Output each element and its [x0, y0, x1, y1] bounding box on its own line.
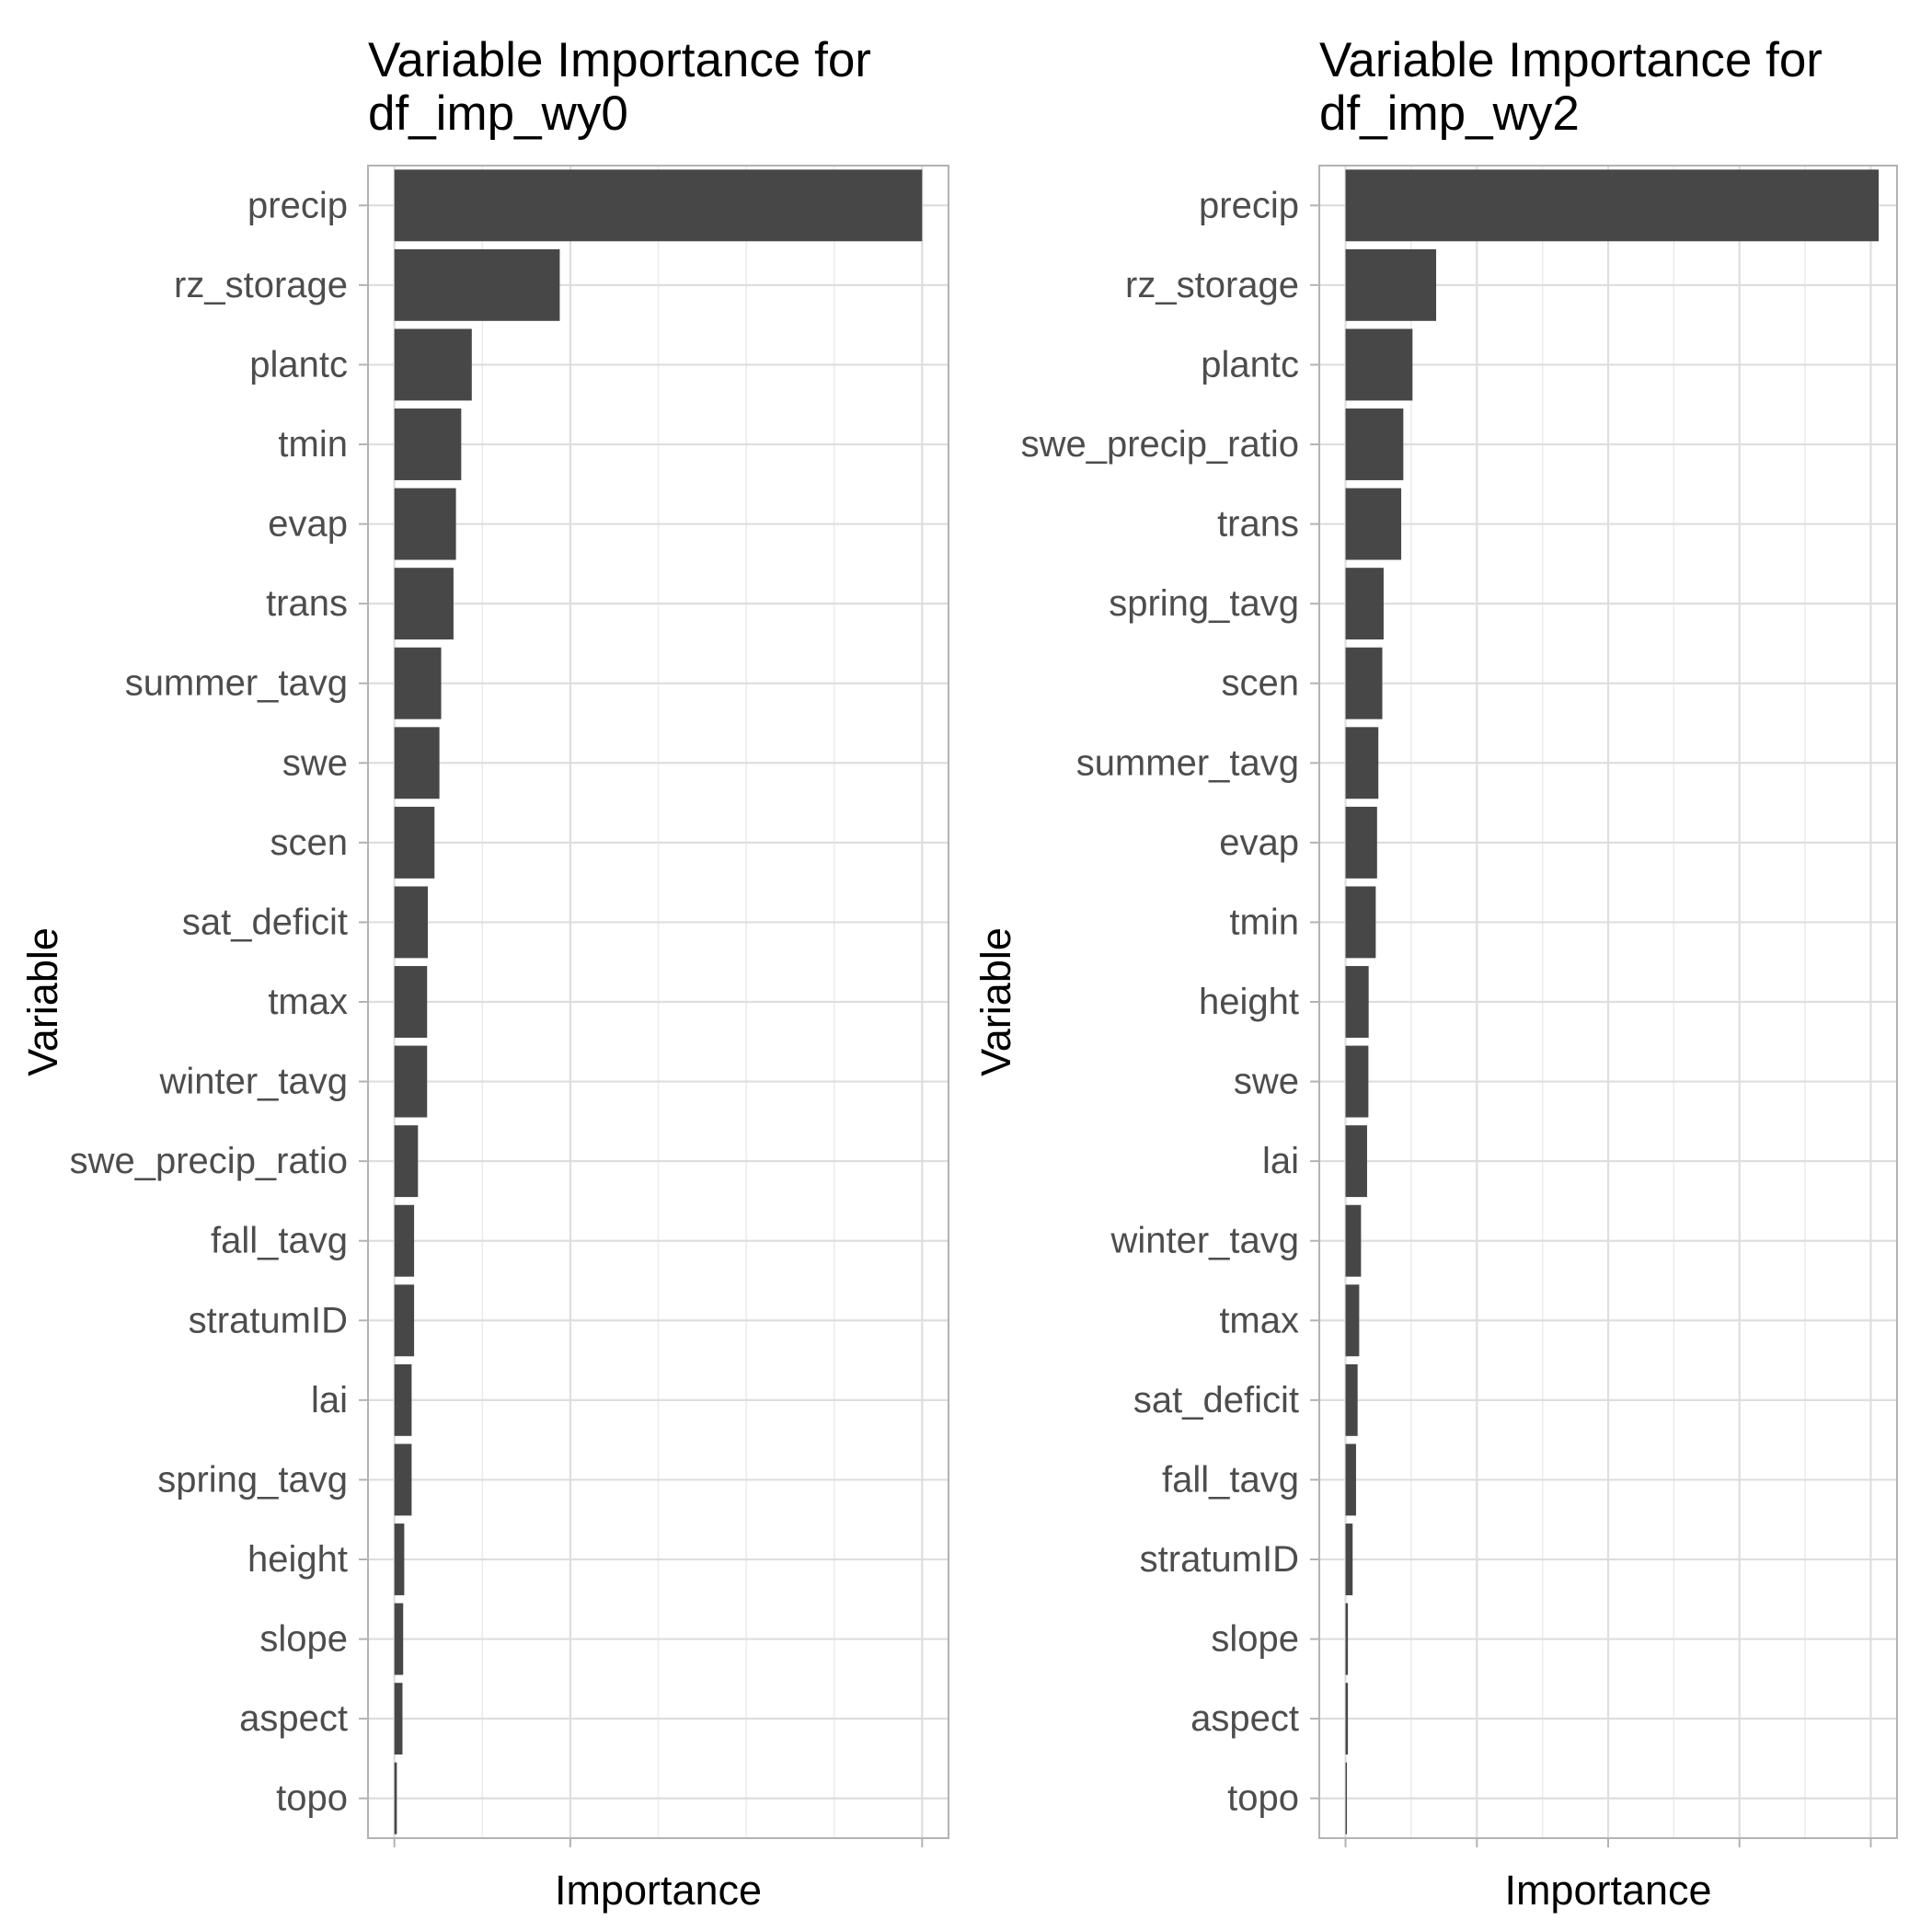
y-tick-label: rz_storage: [1125, 265, 1299, 305]
y-tick-label: winter_tavg: [158, 1062, 348, 1102]
bar-trans: [1345, 488, 1402, 560]
y-tick-label: trans: [266, 583, 348, 624]
y-tick-label: spring_tavg: [157, 1459, 348, 1500]
bar-swe: [1345, 1045, 1369, 1118]
y-tick-label: winter_tavg: [1110, 1221, 1299, 1261]
bar-lai: [1345, 1125, 1367, 1198]
y-tick-label: precip: [1199, 185, 1299, 225]
bar-aspect: [394, 1683, 403, 1755]
y-axis-title: Variable: [19, 927, 66, 1076]
y-tick-label: topo: [1227, 1778, 1299, 1819]
bar-evap: [394, 488, 456, 560]
y-tick-label: swe: [282, 742, 348, 783]
y-tick-label: summer_tavg: [125, 663, 348, 704]
y-tick-label: scen: [1222, 663, 1300, 704]
y-tick-label: tmax: [268, 982, 348, 1022]
bar-lai: [394, 1363, 412, 1436]
y-tick-label: fall_tavg: [1162, 1459, 1299, 1500]
bar-tmin: [394, 408, 462, 480]
y-tick-label: sat_deficit: [182, 902, 348, 942]
bar-summer_tavg: [394, 647, 442, 719]
bar-plantc: [1345, 328, 1413, 401]
bar-swe_precip_ratio: [394, 1125, 419, 1198]
bar-stratumID: [394, 1284, 415, 1357]
bar-fall_tavg: [1345, 1443, 1356, 1516]
bar-stratumID: [1345, 1524, 1353, 1595]
chart-title: Variable Importance for df_imp_wy2: [1319, 33, 1823, 141]
y-tick-label: topo: [276, 1778, 348, 1819]
chart-title: Variable Importance for df_imp_wy0: [368, 33, 871, 141]
y-tick-label: lai: [1262, 1141, 1299, 1181]
y-tick-label: fall_tavg: [211, 1221, 348, 1261]
y-tick-label: stratumID: [189, 1300, 348, 1340]
bar-height: [394, 1524, 405, 1595]
y-tick-label: evap: [268, 504, 348, 545]
y-tick-label: spring_tavg: [1109, 583, 1299, 624]
bar-precip: [394, 169, 923, 242]
y-tick-label: rz_storage: [174, 265, 348, 305]
bar-spring_tavg: [394, 1443, 412, 1516]
y-tick-label: tmin: [278, 424, 348, 465]
bar-rz_storage: [1345, 248, 1437, 321]
y-tick-label: swe_precip_ratio: [1021, 424, 1299, 465]
bar-aspect: [1345, 1683, 1349, 1755]
x-axis-title: Importance: [555, 1867, 762, 1914]
bar-swe_precip_ratio: [1345, 408, 1404, 480]
y-tick-label: summer_tavg: [1076, 742, 1299, 783]
x-axis-title: Importance: [1504, 1867, 1711, 1914]
y-tick-label: aspect: [1190, 1698, 1299, 1739]
y-tick-label: stratumID: [1140, 1539, 1299, 1580]
y-tick-label: height: [1199, 982, 1299, 1022]
y-tick-label: scen: [270, 822, 349, 863]
bar-height: [1345, 966, 1369, 1038]
bar-evap: [1345, 806, 1377, 879]
bar-winter_tavg: [1345, 1204, 1362, 1277]
bar-summer_tavg: [1345, 727, 1379, 799]
bar-slope: [394, 1603, 404, 1675]
y-tick-label: height: [247, 1539, 348, 1580]
bar-sat_deficit: [1345, 1363, 1358, 1436]
y-tick-label: sat_deficit: [1133, 1380, 1299, 1420]
y-tick-label: plantc: [1201, 344, 1299, 385]
bar-plantc: [394, 328, 472, 401]
bar-scen: [1345, 647, 1383, 719]
y-tick-label: swe: [1234, 1062, 1299, 1102]
bar-trans: [394, 568, 454, 640]
y-tick-label: tmin: [1229, 902, 1299, 942]
y-tick-label: lai: [311, 1380, 348, 1420]
y-tick-label: trans: [1217, 504, 1299, 545]
y-tick-label: aspect: [239, 1698, 348, 1739]
bar-sat_deficit: [394, 886, 429, 959]
y-tick-label: precip: [247, 185, 348, 225]
bar-slope: [1345, 1603, 1349, 1675]
y-tick-label: swe_precip_ratio: [70, 1141, 348, 1181]
bar-winter_tavg: [394, 1045, 428, 1118]
bar-fall_tavg: [394, 1204, 415, 1277]
y-tick-label: slope: [1211, 1619, 1299, 1660]
y-tick-label: plantc: [249, 344, 348, 385]
bar-tmax: [1345, 1284, 1360, 1357]
bar-spring_tavg: [1345, 568, 1384, 640]
bar-precip: [1345, 169, 1880, 242]
bar-tmin: [1345, 886, 1376, 959]
bar-topo: [1345, 1762, 1348, 1834]
bar-tmax: [394, 966, 428, 1038]
y-axis-title: Variable: [972, 927, 1019, 1076]
y-tick-label: tmax: [1219, 1300, 1299, 1340]
bar-topo: [394, 1762, 397, 1834]
bar-scen: [394, 806, 435, 879]
y-tick-label: slope: [259, 1619, 348, 1660]
y-tick-label: evap: [1219, 822, 1299, 863]
bar-rz_storage: [394, 248, 560, 321]
bar-swe: [394, 727, 440, 799]
